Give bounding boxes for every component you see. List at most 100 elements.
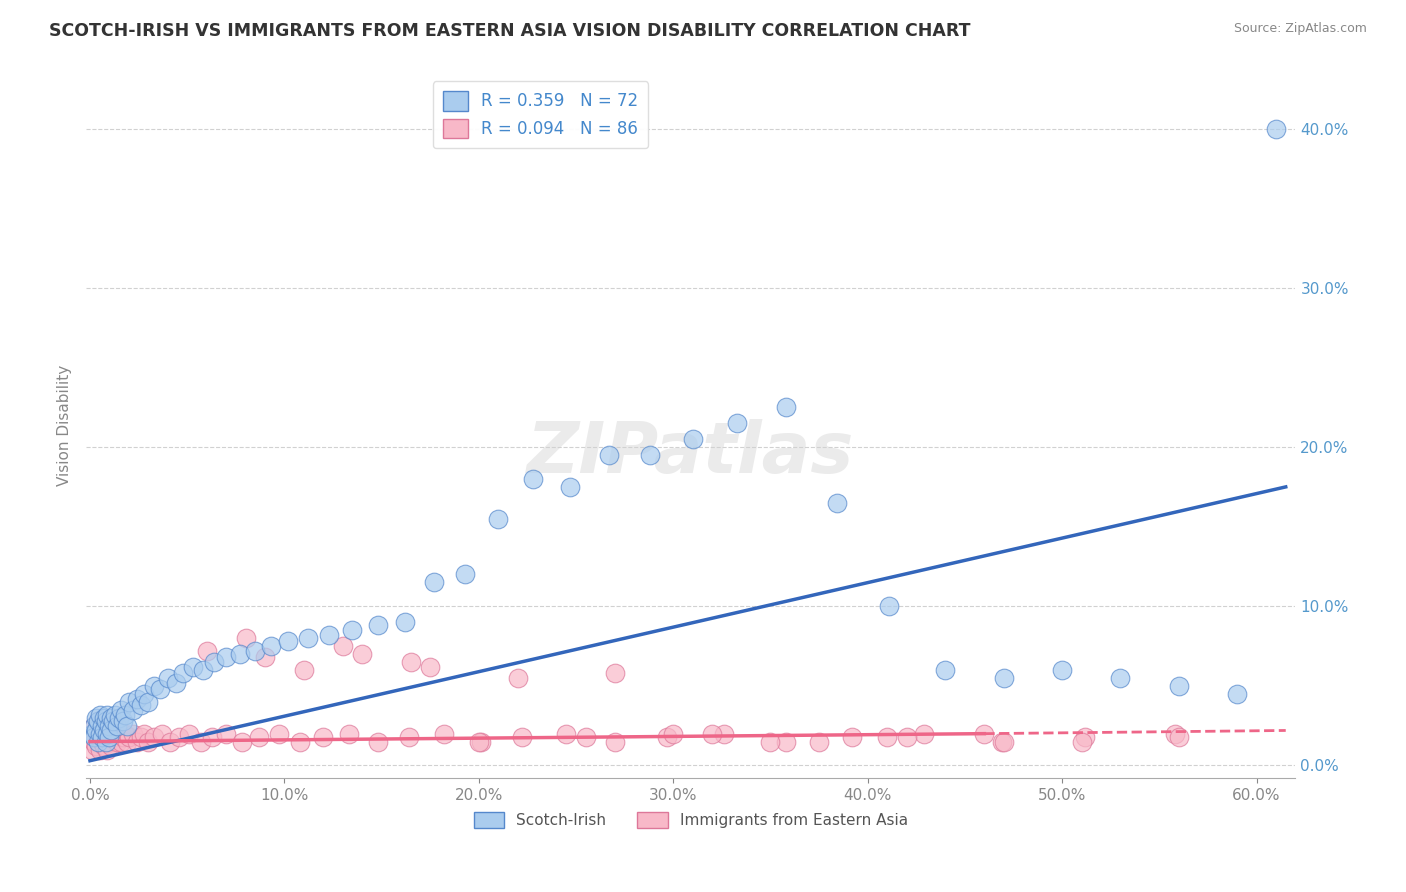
Point: [114, 707, 136, 722]
Point: [277, 634, 299, 648]
Point: [454, 567, 477, 582]
Y-axis label: Vision Disability: Vision Disability: [58, 365, 72, 486]
Point: [83, 719, 105, 733]
Point: [993, 734, 1015, 748]
Point: [80, 726, 103, 740]
Point: [87, 714, 110, 728]
Point: [103, 714, 125, 728]
Point: [575, 730, 598, 744]
Text: Source: ZipAtlas.com: Source: ZipAtlas.com: [1233, 22, 1367, 36]
Point: [486, 512, 509, 526]
Point: [367, 618, 389, 632]
Point: [973, 726, 995, 740]
Point: [638, 448, 661, 462]
Point: [1070, 734, 1092, 748]
Point: [522, 472, 544, 486]
Point: [93, 739, 115, 754]
Point: [104, 730, 127, 744]
Point: [877, 599, 900, 614]
Point: [191, 663, 214, 677]
Point: [423, 575, 446, 590]
Point: [98, 719, 121, 733]
Point: [825, 496, 848, 510]
Point: [84, 739, 107, 754]
Point: [394, 615, 416, 630]
Legend: Scotch-Irish, Immigrants from Eastern Asia: Scotch-Irish, Immigrants from Eastern As…: [468, 805, 914, 834]
Point: [560, 480, 582, 494]
Point: [96, 726, 118, 740]
Point: [179, 726, 201, 740]
Point: [603, 666, 626, 681]
Point: [470, 734, 492, 748]
Point: [165, 675, 187, 690]
Point: [159, 734, 181, 748]
Point: [195, 644, 218, 658]
Text: ZIPatlas: ZIPatlas: [527, 419, 855, 488]
Point: [104, 707, 127, 722]
Point: [433, 726, 456, 740]
Point: [90, 719, 112, 733]
Point: [292, 663, 315, 677]
Point: [934, 663, 956, 677]
Point: [80, 742, 103, 756]
Point: [111, 714, 134, 728]
Point: [89, 726, 111, 740]
Point: [84, 723, 107, 738]
Point: [136, 695, 159, 709]
Point: [94, 714, 117, 728]
Point: [337, 726, 360, 740]
Point: [759, 734, 782, 748]
Point: [598, 448, 620, 462]
Point: [87, 730, 110, 744]
Point: [83, 719, 105, 733]
Point: [1167, 679, 1189, 693]
Point: [808, 734, 831, 748]
Text: SCOTCH-IRISH VS IMMIGRANTS FROM EASTERN ASIA VISION DISABILITY CORRELATION CHART: SCOTCH-IRISH VS IMMIGRANTS FROM EASTERN …: [49, 22, 970, 40]
Point: [1109, 671, 1132, 685]
Point: [725, 416, 748, 430]
Point: [114, 726, 136, 740]
Point: [253, 650, 276, 665]
Point: [510, 730, 533, 744]
Point: [169, 730, 191, 744]
Point: [90, 719, 112, 733]
Point: [702, 726, 724, 740]
Point: [121, 703, 143, 717]
Point: [121, 726, 143, 740]
Point: [149, 682, 172, 697]
Point: [115, 734, 138, 748]
Point: [896, 730, 918, 744]
Point: [89, 742, 111, 756]
Point: [190, 734, 212, 748]
Point: [399, 655, 422, 669]
Point: [318, 628, 340, 642]
Point: [87, 734, 110, 748]
Point: [93, 723, 115, 738]
Point: [235, 631, 257, 645]
Point: [98, 730, 121, 744]
Point: [657, 730, 679, 744]
Point: [111, 730, 134, 744]
Point: [100, 739, 122, 754]
Point: [118, 695, 141, 709]
Point: [181, 660, 204, 674]
Point: [555, 726, 578, 740]
Point: [1164, 726, 1187, 740]
Point: [100, 711, 122, 725]
Point: [352, 647, 374, 661]
Point: [105, 719, 128, 733]
Point: [468, 734, 491, 748]
Point: [89, 726, 111, 740]
Point: [332, 639, 354, 653]
Point: [1167, 730, 1189, 744]
Point: [93, 723, 115, 738]
Point: [367, 734, 389, 748]
Point: [105, 734, 128, 748]
Point: [83, 734, 105, 748]
Point: [1074, 730, 1097, 744]
Point: [84, 723, 107, 738]
Point: [231, 734, 253, 748]
Point: [136, 734, 159, 748]
Point: [603, 734, 626, 748]
Point: [87, 714, 110, 728]
